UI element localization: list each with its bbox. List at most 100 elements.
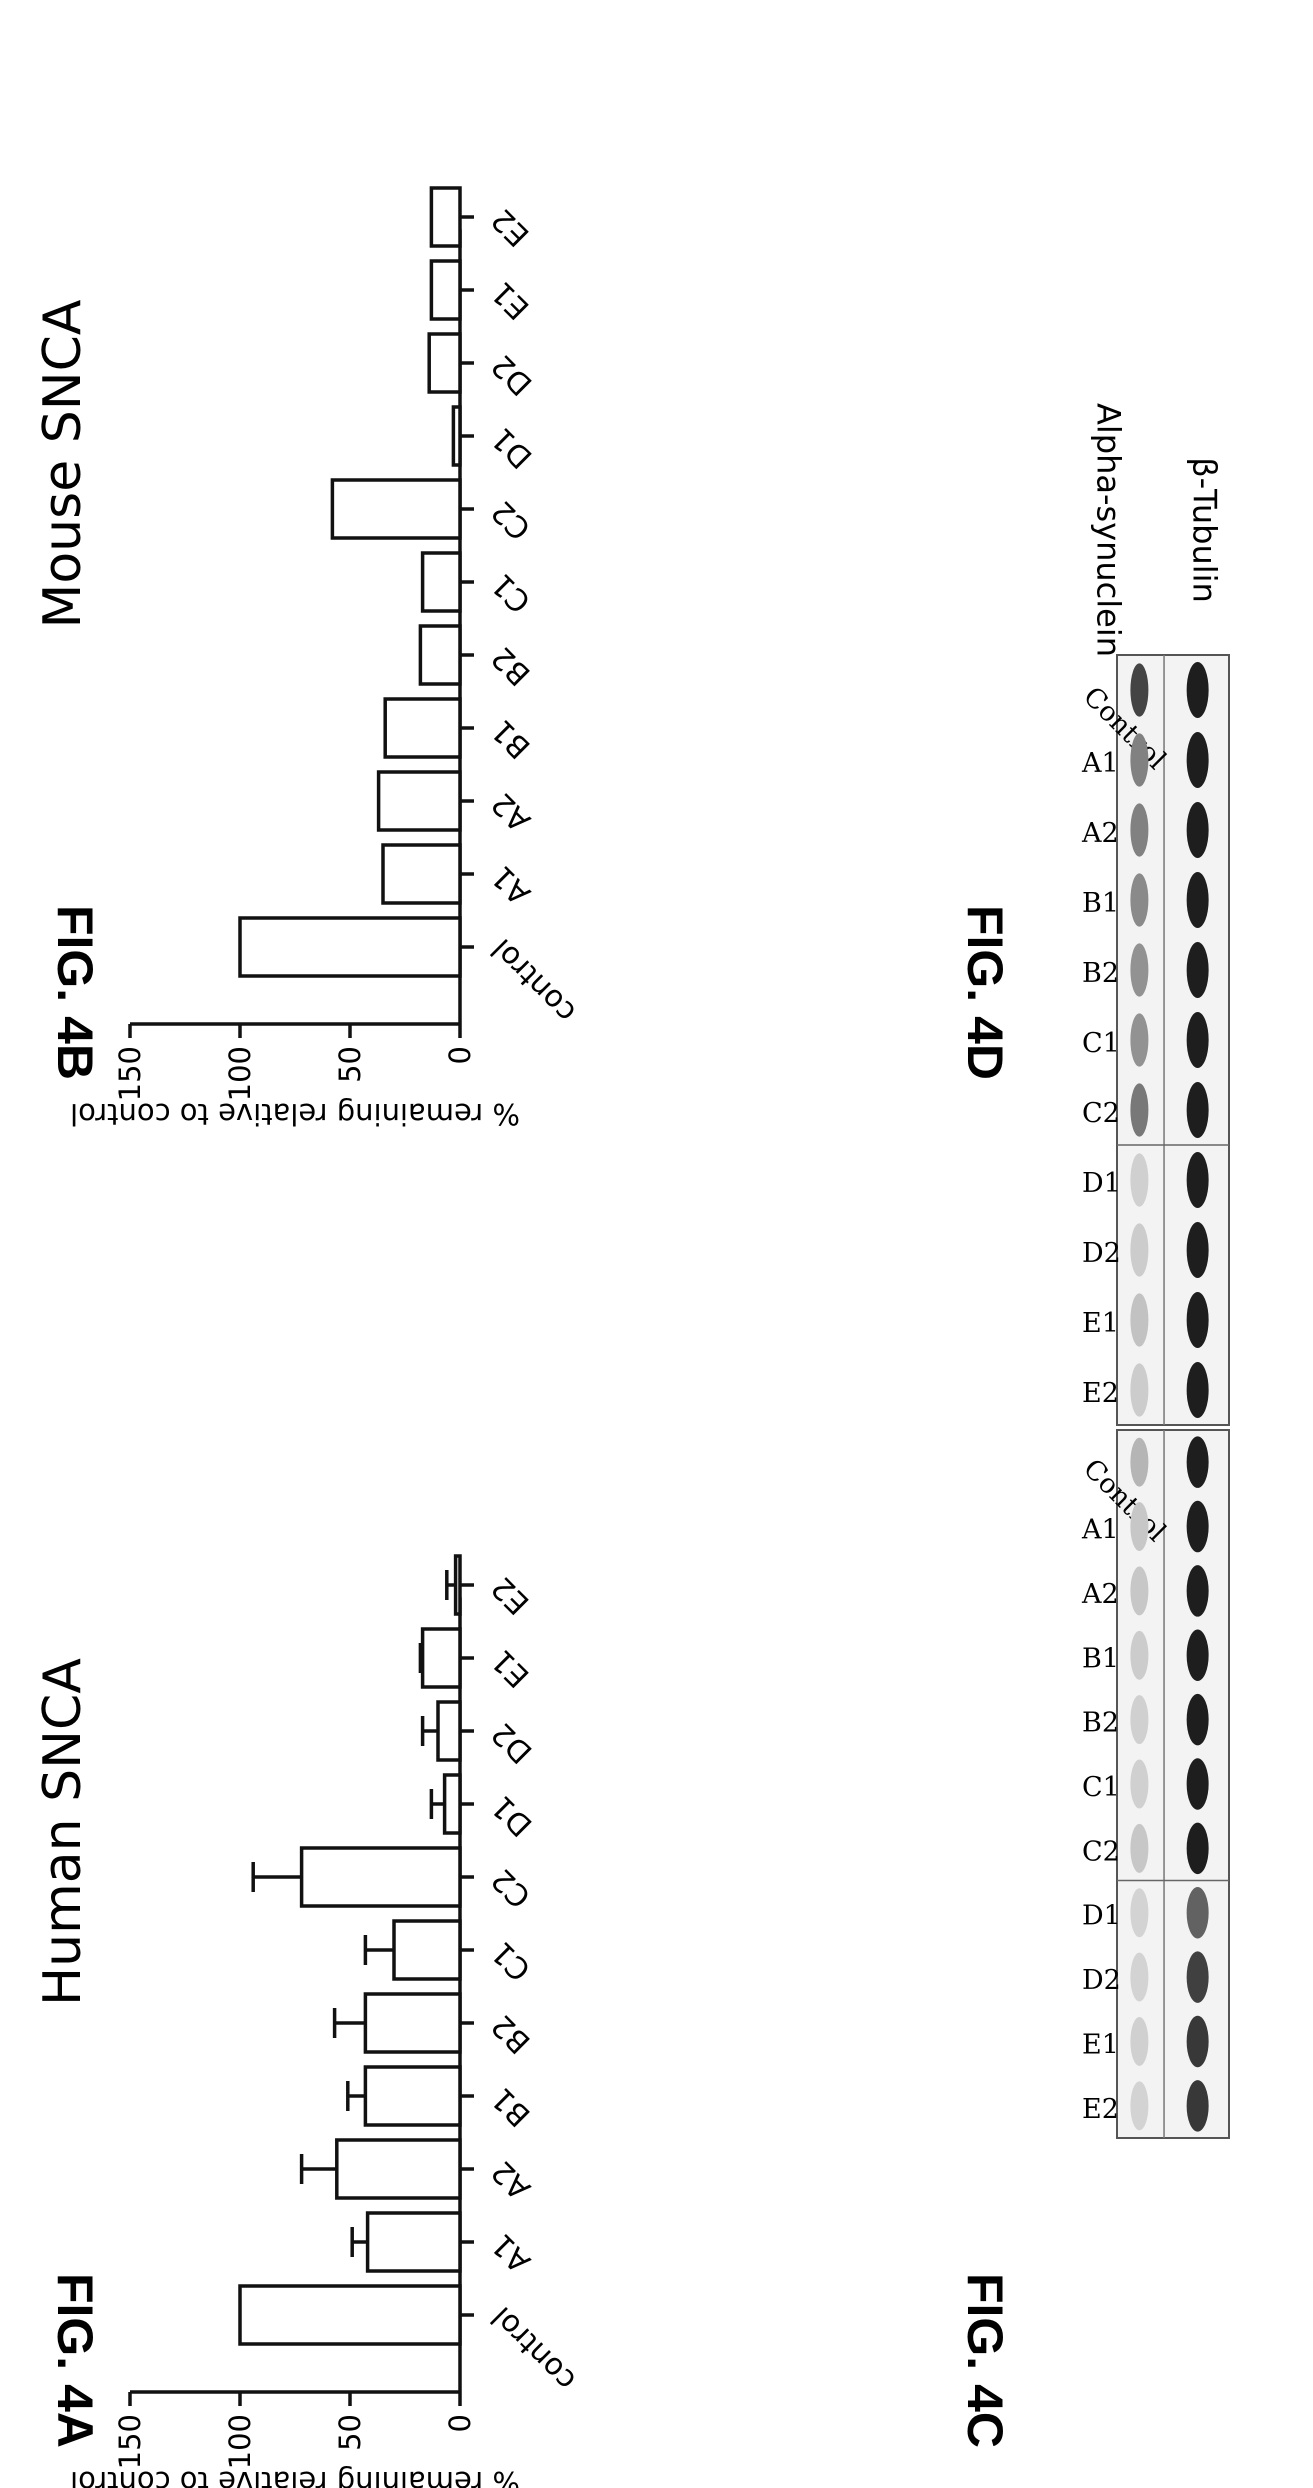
x-tick-label-D1: D1 — [485, 420, 540, 475]
fig-4c-label: FIG. 4C — [957, 2273, 1013, 2448]
bar-B2 — [363, 1992, 462, 2054]
y-tick-label-1: 50 — [333, 2414, 367, 2451]
lane-label-B1: B1 — [1082, 1643, 1119, 1674]
band-alpha-synuclein-D2 — [1130, 1952, 1149, 2002]
x-tick-label-E2: E2 — [485, 1569, 537, 1621]
fig-4b-label: FIG. 4B — [47, 905, 103, 1080]
band-beta-tubulin-D1 — [1186, 1152, 1209, 1208]
lane-label-C1: C1 — [1082, 1028, 1120, 1059]
y-tick-label-3: 150 — [113, 1046, 147, 1101]
lane-label-D2: D2 — [1082, 1965, 1121, 1996]
y-tick-label-1: 50 — [333, 1046, 367, 1083]
band-beta-tubulin-E1 — [1186, 2015, 1209, 2068]
band-beta-tubulin-A2 — [1186, 802, 1209, 858]
band-beta-tubulin-D2 — [1186, 1951, 1209, 2003]
band-beta-tubulin-B2 — [1186, 942, 1209, 998]
rotated-figure: FIG. 4A FIG. 4B FIG. 4C FIG. 4D Human SN… — [33, 186, 1230, 2488]
band-alpha-synuclein-A2 — [1130, 803, 1149, 857]
band-beta-tubulin-E2 — [1186, 2080, 1209, 2132]
y-tick-label-2: 100 — [223, 2414, 257, 2469]
band-alpha-synuclein-B2 — [1130, 943, 1149, 997]
band-beta-tubulin-C2 — [1186, 1082, 1209, 1138]
x-tick-label-C1: C1 — [485, 566, 538, 619]
bar-D1 — [451, 405, 462, 467]
bar-D1 — [442, 1773, 462, 1835]
band-alpha-synuclein-D1 — [1130, 1153, 1149, 1207]
fig-4d-label: FIG. 4D — [957, 905, 1013, 1080]
band-beta-tubulin-C1 — [1186, 1758, 1209, 1810]
x-tick-label-C2: C2 — [485, 493, 538, 546]
band-alpha-synuclein-B1 — [1130, 873, 1149, 927]
bar-E2 — [429, 186, 462, 248]
x-tick-label-D1: D1 — [485, 1788, 540, 1843]
x-tick-label-E1: E1 — [485, 274, 537, 326]
x-tick-label-E1: E1 — [485, 1642, 537, 1694]
lane-label-E1: E1 — [1082, 1308, 1119, 1339]
x-tick-label-A1: A1 — [485, 2226, 538, 2279]
chart-human-snca: Human SNCA % remaining relative to contr… — [33, 1554, 583, 2488]
bar-E1 — [429, 259, 462, 321]
lane-label-E2: E2 — [1082, 1378, 1119, 1409]
x-tick-label-B1: B1 — [485, 712, 538, 765]
x-tick-label-A1: A1 — [485, 858, 538, 911]
bar-B1 — [383, 697, 462, 759]
band-beta-tubulin-D1 — [1186, 1886, 1209, 1939]
y-tick-label-0: 0 — [443, 2414, 477, 2432]
fig-4a-label: FIG. 4A — [47, 2273, 103, 2448]
lane-label-E2: E2 — [1082, 2094, 1119, 2125]
lane-label-C2: C2 — [1082, 1836, 1120, 1867]
chart-mouse-snca: Mouse SNCA % remaining relative to contr… — [33, 186, 583, 1131]
bar-control — [238, 916, 462, 978]
band-beta-tubulin-A2 — [1186, 1565, 1209, 1617]
bar-A2 — [376, 770, 462, 832]
band-alpha-synuclein-C1 — [1130, 1013, 1149, 1067]
bar-B2 — [418, 624, 462, 686]
lane-label-D2: D2 — [1082, 1238, 1121, 1269]
x-tick-label-D2: D2 — [485, 1715, 540, 1770]
band-alpha-synuclein-E1 — [1130, 2016, 1149, 2066]
bar-A2 — [335, 2138, 462, 2200]
x-tick-label-A2: A2 — [485, 2153, 538, 2206]
bar-control — [238, 2284, 462, 2346]
lane-label-C1: C1 — [1082, 1772, 1120, 1803]
band-beta-tubulin-B2 — [1186, 1693, 1209, 1746]
row-label-beta-tubulin: β-Tubulin — [1186, 457, 1224, 603]
bar-C2 — [330, 478, 462, 540]
band-alpha-synuclein-B2 — [1130, 1695, 1149, 1745]
lane-label-B2: B2 — [1082, 958, 1119, 989]
y-tick-label-0: 0 — [443, 1046, 477, 1064]
band-beta-tubulin-D2 — [1186, 1222, 1209, 1278]
lane-label-A2: A2 — [1081, 818, 1119, 849]
bar-E1 — [420, 1627, 462, 1689]
band-alpha-synuclein-B1 — [1130, 1630, 1149, 1680]
band-alpha-synuclein-C2 — [1130, 1083, 1149, 1137]
x-tick-label-E2: E2 — [485, 201, 537, 253]
band-beta-tubulin-E1 — [1186, 1292, 1209, 1348]
band-alpha-synuclein-D2 — [1130, 1223, 1149, 1277]
x-tick-label-B1: B1 — [485, 2080, 538, 2133]
band-alpha-synuclein-Control — [1130, 1437, 1149, 1487]
chart-title: Mouse SNCA — [33, 299, 93, 628]
bar-A1 — [365, 2211, 462, 2273]
bar-C1 — [392, 1919, 462, 1981]
band-beta-tubulin-A1 — [1186, 1500, 1209, 1553]
bar-C1 — [420, 551, 462, 613]
bar-D2 — [427, 332, 462, 394]
x-tick-label-C2: C2 — [485, 1861, 538, 1914]
row-label-alpha-synuclein: Alpha-synuclein — [1089, 403, 1127, 657]
lane-label-D1: D1 — [1082, 1168, 1121, 1199]
chart-marks: 0 50 100 150 control A1 A2 B1 B2 C1 C2 D1 D2 E1 E2 — [113, 186, 583, 1101]
y-axis-label: % remaining relative to control — [70, 1097, 520, 1131]
chart-marks: 0 50 100 150 control A1 A2 B1 B2 C1 C2 D1 D2 E1 E2 — [113, 1554, 583, 2469]
lane-label-C2: C2 — [1082, 1098, 1120, 1129]
y-tick-label-3: 150 — [113, 2414, 147, 2469]
band-beta-tubulin-B1 — [1186, 1629, 1209, 1682]
band-alpha-synuclein-E1 — [1130, 1293, 1149, 1347]
band-beta-tubulin-Control — [1186, 1436, 1209, 1488]
x-tick-label-A2: A2 — [485, 785, 538, 838]
x-tick-label-C1: C1 — [485, 1934, 538, 1987]
